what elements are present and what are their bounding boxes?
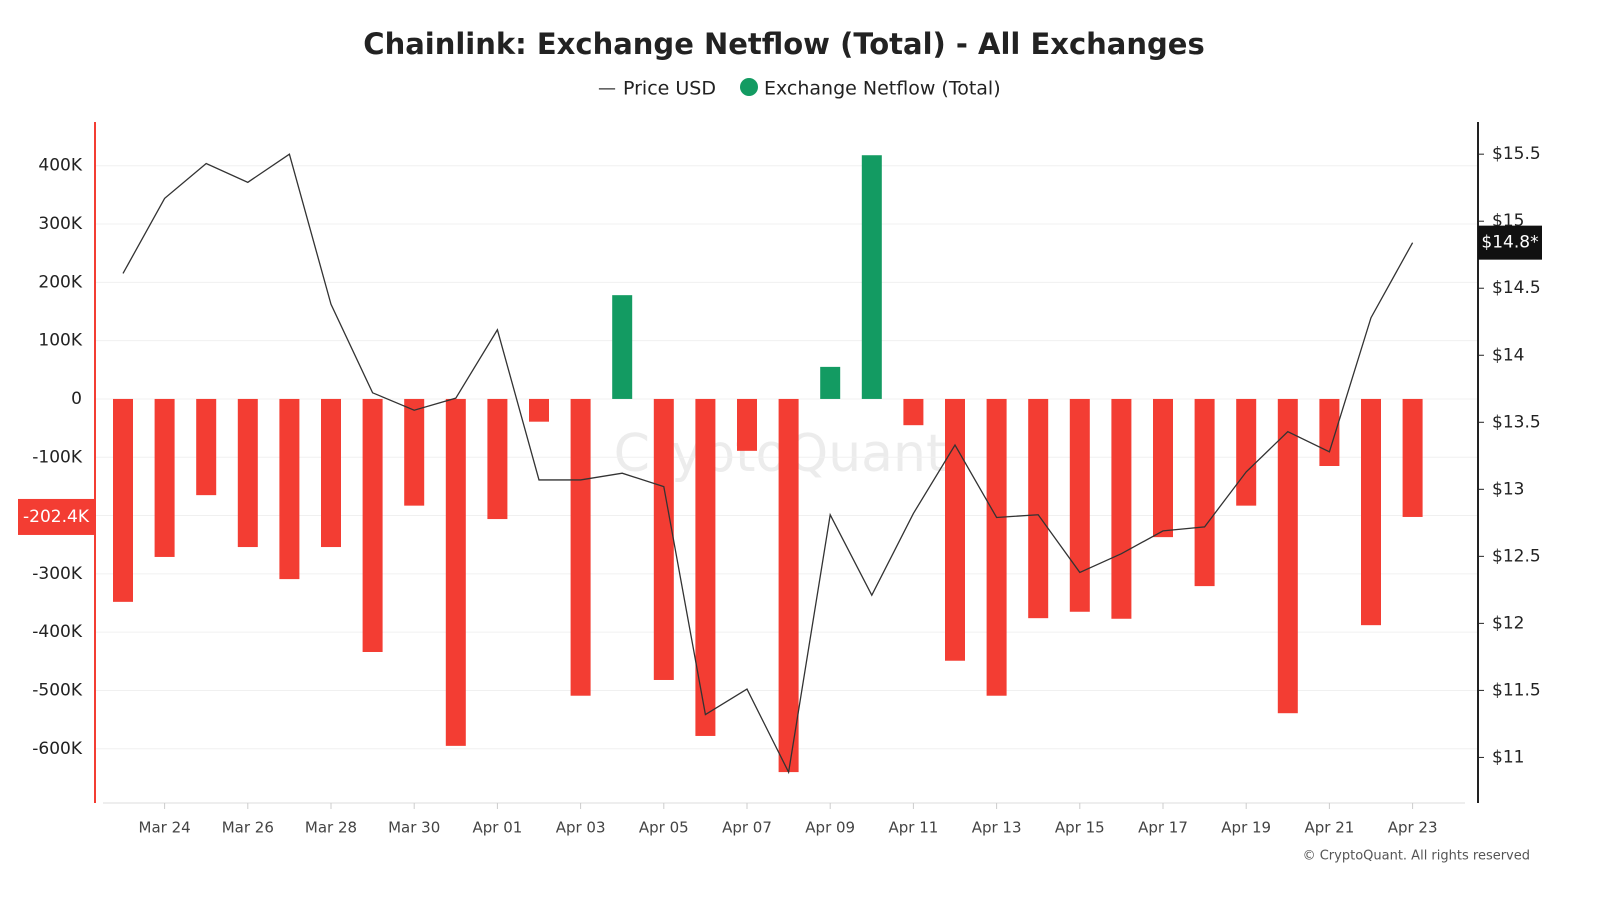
bar (653, 398, 674, 680)
last-value-box (18, 498, 94, 535)
x-tick-label: Apr 03 (556, 819, 606, 837)
x-tick-label: Apr 17 (1138, 819, 1188, 837)
x-tick-label: Apr 15 (1055, 819, 1105, 837)
x-tick-label: Apr 11 (888, 819, 938, 837)
x-tick-label: Apr 05 (639, 819, 689, 837)
y2-tick-label: $14 (1492, 345, 1524, 365)
x-tick-label: Mar 24 (139, 819, 191, 837)
x-tick-label: Mar 30 (388, 819, 440, 837)
chart-title: Chainlink: Exchange Netflow (Total) - Al… (363, 27, 1204, 61)
y-tick-label: -500K (32, 680, 83, 700)
bar (154, 398, 175, 557)
x-tick-label: Apr 13 (972, 819, 1022, 837)
x-tick-label: Apr 09 (805, 819, 855, 837)
bar (945, 398, 965, 661)
legend-marker: — (598, 78, 616, 99)
bar (196, 398, 217, 496)
bar (695, 398, 716, 736)
x-tick-label: Apr 07 (722, 819, 772, 837)
y-tick-label: -400K (32, 622, 83, 642)
x-tick-label: Apr 23 (1388, 819, 1438, 837)
bar (404, 398, 425, 506)
bar (362, 398, 383, 652)
bar (487, 398, 508, 520)
bar (1236, 398, 1257, 506)
bar (321, 398, 341, 548)
bar (237, 398, 258, 548)
y2-tick-label: $15.5 (1492, 144, 1541, 164)
bar (570, 398, 591, 696)
bar (1277, 398, 1298, 714)
y-tick-label: 300K (38, 214, 82, 234)
x-tick-label: Mar 26 (222, 819, 274, 837)
bar (279, 398, 300, 580)
x-tick-label: Apr 21 (1304, 819, 1354, 837)
last-value-box (1478, 225, 1542, 260)
y2-tick-label: $11 (1492, 747, 1524, 767)
bar (1194, 398, 1215, 587)
bar (820, 366, 841, 399)
bar (737, 398, 757, 451)
legend-label: Exchange Netflow (Total) (764, 78, 1001, 100)
y-tick-label: 400K (38, 156, 82, 176)
y2-tick-label: $13.5 (1492, 412, 1541, 432)
bar (986, 398, 1007, 696)
legend-marker (740, 78, 758, 96)
bar (1153, 398, 1173, 538)
y-tick-label: 0 (71, 389, 82, 409)
price-line (122, 153, 1414, 775)
bar (1361, 398, 1381, 626)
last-value-label: $14.8* (1481, 233, 1538, 253)
bar (1111, 398, 1132, 619)
x-tick-label: Apr 01 (472, 819, 522, 837)
bar (612, 295, 633, 399)
y-tick-label: -300K (32, 564, 83, 584)
bar (1069, 398, 1090, 612)
y2-tick-label: $14.5 (1492, 278, 1541, 298)
y2-tick-label: $12 (1492, 613, 1524, 633)
y2-tick-label: $12.5 (1492, 546, 1541, 566)
bar (1319, 398, 1340, 466)
credit: © CryptoQuant. All rights reserved (1303, 849, 1530, 864)
bar (113, 398, 133, 602)
last-value-label: -202.4K (23, 507, 90, 527)
legend-label: Price USD (623, 78, 716, 100)
bar (1402, 398, 1423, 517)
bar (903, 398, 924, 426)
y2-tick-label: $13 (1492, 479, 1524, 499)
y-tick-label: 100K (38, 331, 82, 351)
x-tick-label: Apr 19 (1221, 819, 1271, 837)
bar (529, 398, 549, 422)
y2-tick-label: $11.5 (1492, 680, 1541, 700)
y-tick-label: -600K (32, 739, 83, 759)
y-tick-label: -100K (32, 447, 83, 467)
bar (778, 398, 799, 773)
bar (861, 155, 882, 399)
bar (1028, 398, 1049, 619)
y-tick-label: 200K (38, 272, 82, 292)
bar (445, 398, 466, 746)
x-tick-label: Mar 28 (305, 819, 357, 837)
